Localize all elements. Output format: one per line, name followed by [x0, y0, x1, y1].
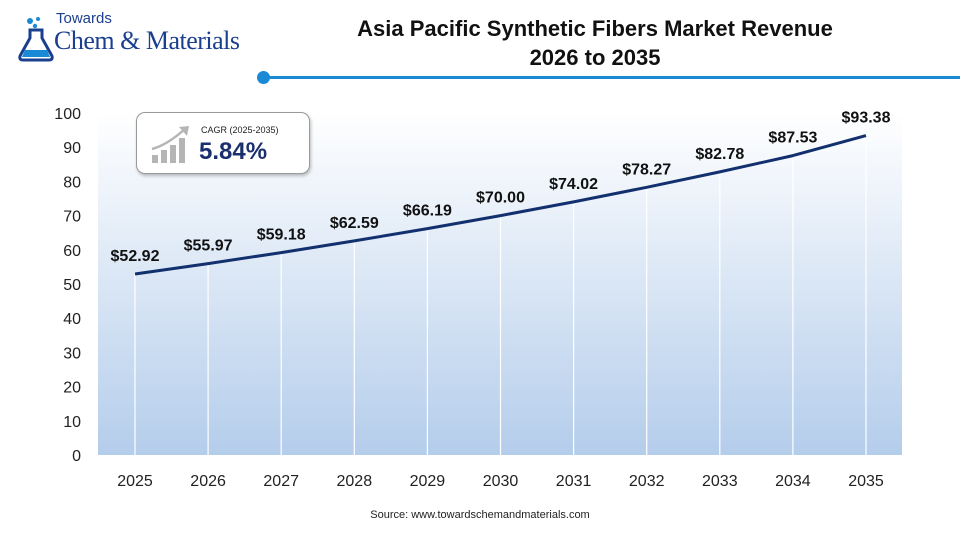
x-tick-label: 2025 — [117, 473, 153, 490]
data-label: $70.00 — [476, 190, 525, 207]
cagr-badge: CAGR (2025-2035) 5.84% — [136, 112, 310, 174]
cagr-value: 5.84% — [199, 138, 268, 165]
flask-icon — [18, 17, 54, 62]
x-tick-label: 2028 — [337, 473, 373, 490]
y-tick-label: 80 — [63, 174, 81, 191]
logo-towards-text: Towards — [56, 10, 112, 27]
logo-main-text: Chem & Materials — [54, 26, 240, 55]
data-label: $78.27 — [622, 161, 671, 178]
x-tick-label: 2030 — [483, 473, 519, 490]
y-tick-label: 70 — [63, 209, 81, 226]
y-tick-label: 40 — [63, 311, 81, 328]
y-axis-ticks: 0 10 20 30 40 50 60 70 80 90 100 — [54, 106, 81, 465]
y-tick-label: 90 — [63, 140, 81, 157]
y-tick-label: 20 — [63, 380, 81, 397]
data-label: $93.38 — [842, 110, 891, 127]
cagr-label: CAGR (2025-2035) — [201, 125, 279, 135]
header-divider — [262, 76, 960, 79]
y-tick-label: 50 — [63, 277, 81, 294]
x-tick-label: 2034 — [775, 473, 811, 490]
brand-logo: Towards Chem & Materials — [16, 10, 256, 70]
series-line — [134, 134, 867, 276]
x-tick-label: 2029 — [410, 473, 446, 490]
y-tick-label: 30 — [63, 345, 81, 362]
chart-title: Asia Pacific Synthetic Fibers Market Rev… — [300, 14, 890, 72]
y-tick-label: 10 — [63, 414, 81, 431]
series-line-group — [134, 134, 867, 276]
growth-chart-icon — [151, 126, 189, 163]
data-label: $82.78 — [695, 146, 744, 163]
y-tick-label: 60 — [63, 243, 81, 260]
data-label: $59.18 — [257, 227, 306, 244]
data-labels: $52.92 $55.97 $59.18 $62.59 $66.19 $70.00 $74.… — [111, 110, 891, 265]
x-tick-label: 2035 — [848, 473, 884, 490]
data-label: $87.53 — [768, 130, 817, 147]
x-tick-label: 2026 — [190, 473, 226, 490]
y-tick-label: 0 — [72, 448, 81, 465]
data-label: $55.97 — [184, 238, 233, 255]
y-tick-label: 100 — [54, 106, 81, 123]
x-tick-label: 2027 — [263, 473, 299, 490]
x-tick-label: 2033 — [702, 473, 738, 490]
chart-title-line1: Asia Pacific Synthetic Fibers Market Rev… — [357, 16, 833, 41]
data-label: $52.92 — [111, 248, 160, 265]
grid-lines — [134, 133, 867, 455]
data-label: $66.19 — [403, 203, 452, 220]
x-tick-label: 2032 — [629, 473, 665, 490]
data-label: $74.02 — [549, 176, 598, 193]
data-label: $62.59 — [330, 215, 379, 232]
source-note: Source: www.towardschemandmaterials.com — [370, 509, 590, 521]
x-axis-ticks: 2025 2026 2027 2028 2029 2030 2031 2032 2033 2034… — [117, 473, 884, 490]
chart-title-line2: 2026 to 2035 — [529, 45, 661, 70]
x-tick-label: 2031 — [556, 473, 592, 490]
